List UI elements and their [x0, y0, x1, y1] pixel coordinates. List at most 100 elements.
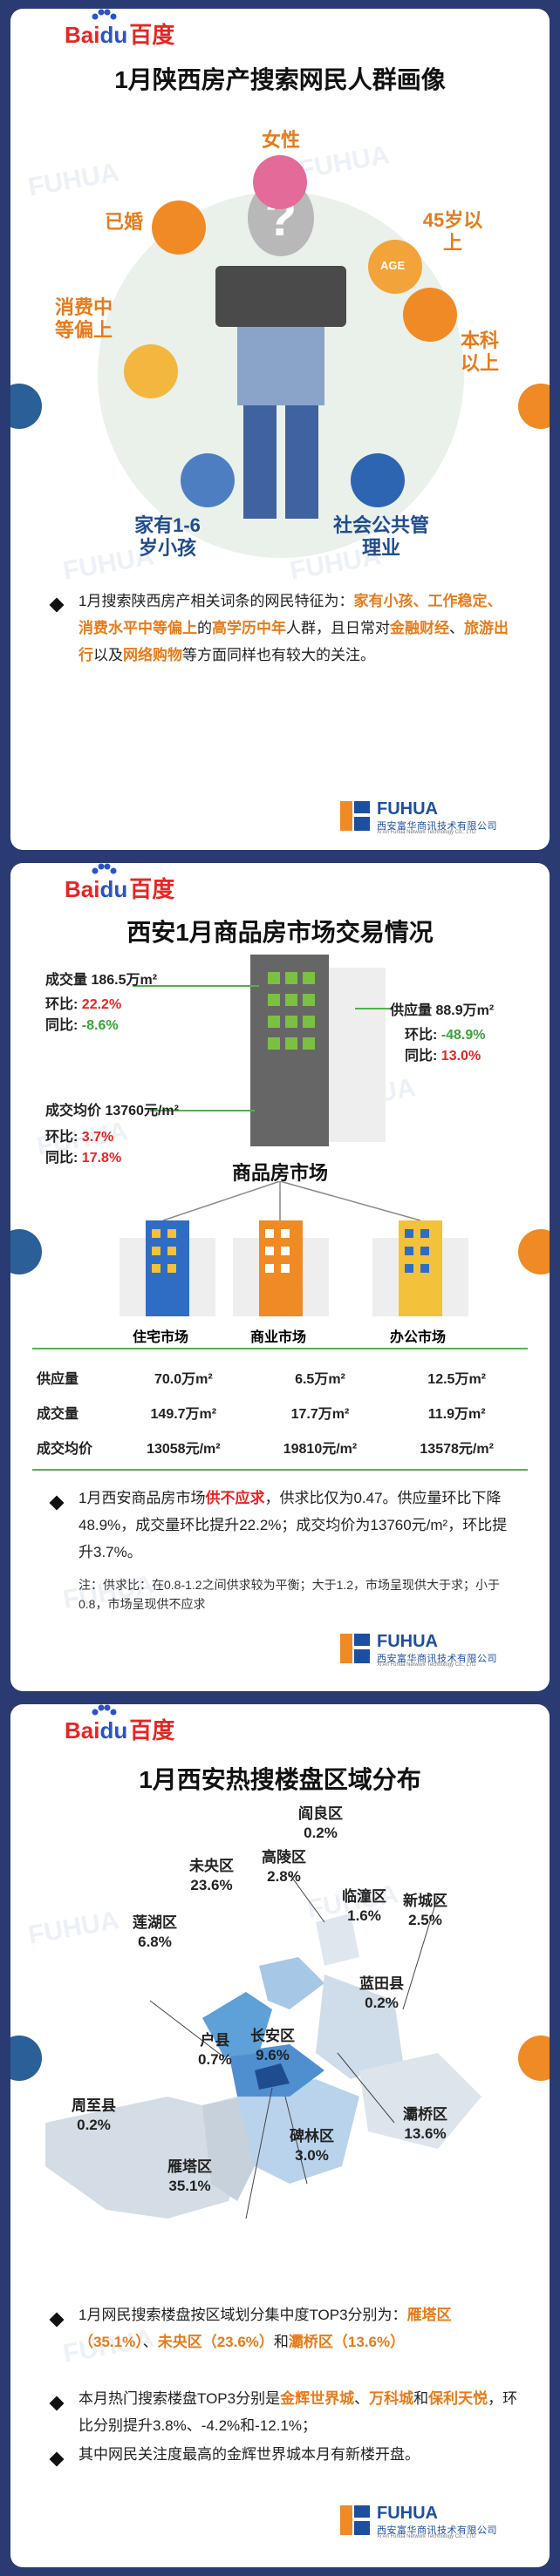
region-name: 新城区: [403, 1893, 447, 1909]
section-title: 1月西安热搜楼盘区域分布: [139, 1766, 421, 1793]
label-kids: 家有1-6岁小孩: [134, 514, 201, 559]
avg-price-yoy: 同比: 17.8%: [45, 1151, 122, 1166]
deal-volume-mom: 环比: 22.2%: [45, 997, 122, 1012]
table-row: 成交均价 13058元/m² 19810元/m² 13578元/m²: [37, 1430, 525, 1465]
panel-market: FUHUA FUHUA FUHUA Baidu百度 西安1月商品房市场交易情况 …: [10, 863, 550, 1691]
region-name: 碑林区: [290, 2128, 334, 2144]
row-label: 供应量: [37, 1372, 79, 1387]
brand-logo: FUHUA 西安富华商讯技术有限公司 Xi'An Fuhua Network T…: [340, 798, 523, 838]
money-icon: [124, 344, 178, 398]
region-percent: 13.6%: [404, 2125, 447, 2142]
map-region-label: 雁塔区 35.1%: [167, 2158, 212, 2196]
building-illustration: [250, 955, 386, 1146]
office-building-icon: [372, 1220, 468, 1316]
map-region-label: 蓝田县 0.2%: [359, 1974, 404, 2013]
sub-market-office: 办公市场: [390, 1330, 447, 1345]
bullet-text: 1月网民搜索楼盘按区域划分集中度TOP3分别为：雁塔区（35.1%）、未央区（2…: [79, 2307, 452, 2350]
region-name: 未央区: [189, 1858, 234, 1874]
market-tree-lines: [162, 1181, 421, 1221]
map-region-label: 临潼区 1.6%: [342, 1887, 386, 1926]
tie-icon: [351, 453, 405, 507]
table-cell: 6.5万m²: [295, 1372, 345, 1387]
region-name: 灞桥区: [403, 2106, 447, 2123]
label-consume: 消费中等偏上: [54, 296, 113, 341]
region-percent: 35.1%: [168, 2178, 211, 2194]
xian-district-map: [45, 1873, 481, 2219]
region-name: 长安区: [250, 2028, 295, 2044]
supply-yoy: 同比: 13.0%: [405, 1049, 481, 1064]
map-region-label: 新城区 2.5%: [403, 1892, 447, 1930]
row-label: 成交量: [37, 1407, 79, 1422]
avg-price-mom: 环比: 3.7%: [45, 1130, 114, 1145]
section-title: 1月陕西房产搜索网民人群画像: [114, 66, 446, 93]
side-house-icon: [10, 384, 42, 429]
supply-mom: 环比: -48.9%: [405, 1028, 486, 1043]
market-table: 供应量 70.0万m² 6.5万m² 12.5万m² 成交量 149.7万m² 17.7万m…: [37, 1360, 525, 1465]
table-cell: 17.7万m²: [290, 1407, 350, 1422]
map-region-label: 灞桥区 13.6%: [403, 2105, 447, 2144]
avg-price-label: 成交均价 13760元/m²: [45, 1104, 179, 1118]
brand-logo: FUHUA 西安富华商讯技术有限公司 Xi'An Fuhua Network T…: [340, 1630, 523, 1670]
bullet-marker: [49, 1495, 65, 1511]
map-region-label: 未央区 23.6%: [189, 1857, 234, 1895]
bullet-text: 其中网民关注度最高的金辉世界城本月有新楼开盘。: [79, 2446, 420, 2463]
table-cell: 12.5万m²: [427, 1372, 486, 1387]
female-icon: [253, 155, 307, 209]
fuhua-mark-icon: [340, 2505, 370, 2535]
deal-volume-yoy: 同比: -8.6%: [45, 1018, 119, 1033]
table-row: 供应量 70.0万m² 6.5万m² 12.5万m²: [37, 1360, 525, 1395]
brand-logo: FUHUA 西安富华商讯技术有限公司 Xi'An Fuhua Network T…: [340, 2502, 523, 2542]
region-name: 莲湖区: [133, 1914, 177, 1931]
label-female: 女性: [261, 129, 300, 151]
panel-persona: FUHUA FUHUA FUHUA FUHUA Baidu百度 1月陕西房产搜索…: [10, 9, 550, 850]
fuhua-mark-icon: [340, 801, 370, 831]
table-cell: 13058元/m²: [147, 1442, 221, 1457]
commercial-building-icon: [233, 1220, 329, 1316]
region-percent: 2.5%: [408, 1912, 442, 1928]
residential-building-icon: [120, 1220, 215, 1316]
label-age: 45岁以上: [422, 209, 483, 254]
deal-volume-label: 成交量 186.5万m²: [45, 973, 158, 988]
supply-label: 供应量 88.9万m²: [390, 1003, 495, 1018]
panel-regions: FUHUA FUHUA FUHUA Baidu百度 1月西安热搜楼盘区域分布 阎…: [10, 1704, 550, 2567]
region-name: 阎良区: [298, 1805, 343, 1822]
bullet-text: 本月热门搜索楼盘TOP3分别是金辉世界城、万科城和保利天悦，环比分别提升3.8%…: [79, 2390, 518, 2434]
table-cell: 11.9万m²: [427, 1407, 486, 1422]
side-house-icon: [10, 1229, 42, 1274]
ring-icon: [152, 201, 206, 255]
table-cell: 19810元/m²: [283, 1442, 358, 1457]
region-name: 临潼区: [342, 1888, 386, 1905]
label-degree: 本科以上: [460, 330, 499, 374]
table-row: 成交量 149.7万m² 17.7万m² 11.9万m²: [37, 1395, 525, 1430]
section-title: 西安1月商品房市场交易情况: [126, 919, 434, 946]
bullet-marker: [49, 2396, 65, 2411]
table-cell: 149.7万m²: [150, 1407, 217, 1422]
baidu-paw-icon: [92, 1704, 117, 1716]
map-region-label: 周至县 0.2%: [72, 2097, 116, 2135]
side-house-icon: [518, 384, 550, 429]
bullet-text: 1月西安商品房市场供不应求，供求比仅为0.47。供应量环比下降48.9%，成交量…: [79, 1490, 508, 1560]
map-region-label: 户县 0.7%: [198, 2031, 232, 2070]
baidu-paw-icon: [92, 9, 117, 20]
region-percent: 23.6%: [190, 1877, 233, 1893]
region-name: 户县: [200, 2032, 230, 2049]
age-icon: AGE: [368, 240, 422, 294]
table-cell: 13578元/m²: [420, 1442, 494, 1457]
region-percent: 0.7%: [198, 2051, 232, 2068]
region-name: 雁塔区: [167, 2158, 212, 2175]
label-married: 已婚: [104, 211, 143, 233]
baby-icon: [181, 453, 235, 507]
baidu-logo: Baidu百度: [65, 22, 175, 48]
region-percent: 1.6%: [347, 1907, 381, 1924]
map-region-label: 高陵区 2.8%: [262, 1848, 306, 1886]
connector-line: [150, 1110, 255, 1111]
baidu-paw-icon: [92, 863, 117, 874]
divider: [32, 1348, 528, 1349]
region-name: 周至县: [72, 2097, 116, 2114]
region-percent: 9.6%: [256, 2047, 290, 2063]
region-percent: 6.8%: [138, 1934, 172, 1950]
row-label: 成交均价: [37, 1442, 93, 1457]
side-house-icon: [518, 1229, 550, 1274]
map-region-label: 长安区 9.6%: [250, 2027, 295, 2065]
map-region-label: 莲湖区 6.8%: [133, 1913, 177, 1952]
